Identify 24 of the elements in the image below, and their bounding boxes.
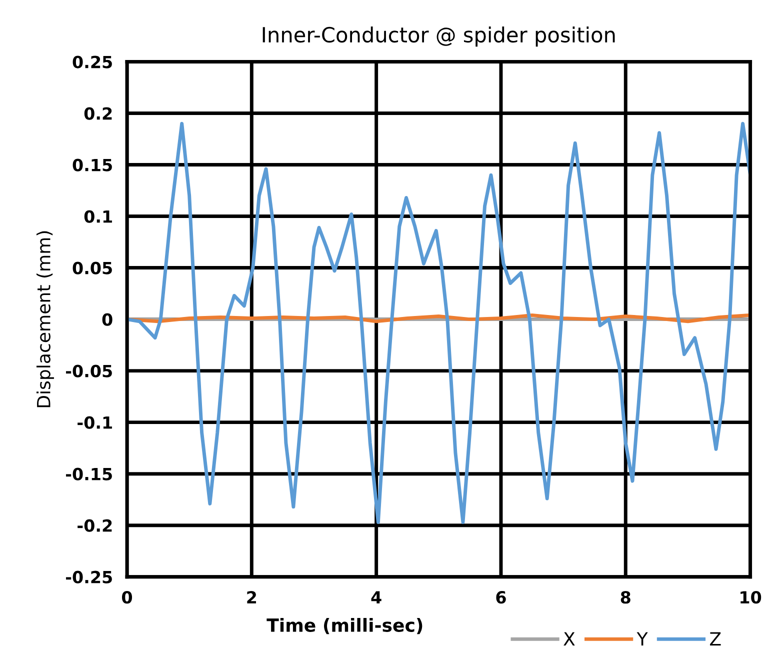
y-tick-label: -0.25 [66, 570, 112, 584]
line-series [127, 122, 750, 524]
y-tick-label: 0.15 [72, 158, 112, 172]
legend-label: X [564, 632, 575, 646]
x-axis-title: Time (milli-sec) [266, 618, 422, 634]
y-tick-label: 0.05 [72, 262, 112, 274]
x-tick-label: 2 [247, 591, 256, 604]
chart-title: Inner-Conductor @ spider position [262, 26, 615, 47]
legend-label: Z [710, 632, 721, 646]
x-tick-label: 10 [740, 591, 762, 604]
legend-label: Y [636, 632, 648, 646]
y-tick-label: -0.05 [66, 364, 112, 378]
x-tick-label: 0 [122, 591, 132, 604]
y-tick-label: 0.1 [84, 210, 112, 223]
y-axis-title: Displacement (mm) [36, 231, 54, 408]
y-tick-label: 0 [102, 313, 112, 326]
x-tick-label: 4 [371, 591, 382, 604]
y-tick-label: -0.1 [78, 416, 112, 429]
y-tick-label: 0.2 [84, 107, 112, 120]
y-tick-label: -0.15 [66, 468, 112, 480]
y-tick-label: 0.25 [72, 56, 112, 68]
x-tick-label: 6 [496, 591, 506, 604]
y-tick-label: -0.2 [78, 519, 112, 532]
x-tick-label: 8 [620, 591, 630, 604]
